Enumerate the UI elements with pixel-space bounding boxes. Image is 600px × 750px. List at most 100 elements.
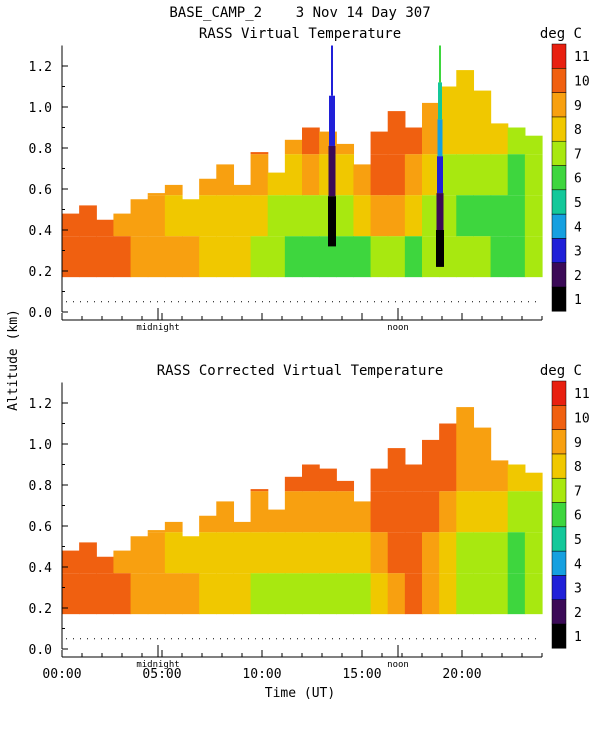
heat-cell bbox=[524, 135, 543, 155]
heat-cell bbox=[353, 164, 372, 196]
heat-cell bbox=[422, 102, 440, 155]
heat-cell bbox=[284, 573, 303, 615]
heat-cell bbox=[79, 542, 97, 574]
heat-cell bbox=[267, 195, 286, 237]
heat-cell bbox=[302, 532, 320, 574]
colorbar-swatch bbox=[551, 453, 567, 479]
heat-cell bbox=[250, 489, 269, 492]
colorbar-swatch bbox=[551, 262, 567, 288]
heat-cell bbox=[62, 573, 80, 615]
heat-cell bbox=[456, 70, 475, 155]
heat-cell bbox=[507, 573, 526, 615]
heat-cell bbox=[62, 236, 80, 278]
heat-cell bbox=[113, 550, 132, 574]
heat-cell bbox=[490, 154, 509, 196]
heat-cell bbox=[404, 236, 423, 278]
heat-cell bbox=[473, 195, 492, 237]
colorbar-label: 11 bbox=[574, 50, 590, 65]
heat-cell bbox=[130, 236, 149, 278]
heat-cell bbox=[302, 127, 320, 155]
heat-cell bbox=[250, 195, 269, 237]
heat-cell bbox=[456, 154, 475, 196]
heat-cell bbox=[182, 573, 200, 615]
colorbar-swatch bbox=[551, 405, 567, 430]
heat-cell bbox=[524, 573, 543, 615]
heat-cell bbox=[439, 86, 457, 155]
heat-cell bbox=[370, 195, 389, 237]
colorbar-swatch bbox=[551, 599, 567, 625]
heat-cell bbox=[250, 236, 269, 278]
heat-cell bbox=[233, 184, 252, 196]
heat-cell bbox=[490, 532, 509, 574]
y-tick-label: 1.2 bbox=[29, 60, 52, 75]
heat-cell bbox=[147, 195, 166, 237]
heat-cell bbox=[473, 90, 492, 155]
heat-cell bbox=[79, 573, 97, 615]
colorbar-swatch bbox=[551, 623, 567, 649]
heat-cell bbox=[490, 123, 509, 155]
y-tick-label: 1.2 bbox=[29, 397, 52, 412]
y-tick-label: 0.6 bbox=[29, 183, 52, 198]
colorbar-swatch bbox=[551, 429, 567, 455]
heat-cell bbox=[404, 464, 423, 492]
heat-cell bbox=[250, 154, 269, 196]
heat-cell bbox=[199, 532, 217, 574]
colorbar-swatch bbox=[551, 238, 567, 263]
heat-cell bbox=[216, 195, 235, 237]
heat-cell bbox=[336, 491, 355, 533]
y-tick-label: 1.0 bbox=[29, 101, 52, 116]
heat-cell bbox=[130, 199, 149, 237]
heat-cell bbox=[387, 195, 406, 237]
colorbar-swatch bbox=[551, 140, 567, 166]
spike-segment bbox=[436, 193, 444, 230]
heat-cell bbox=[473, 427, 492, 492]
spike-segment bbox=[331, 45, 333, 96]
marker-label: midnight bbox=[136, 660, 179, 670]
heat-cell bbox=[147, 236, 166, 278]
spike-segment bbox=[329, 95, 335, 146]
heat-cell bbox=[370, 532, 389, 574]
heat-cell bbox=[490, 195, 509, 237]
heat-cell bbox=[96, 219, 115, 237]
heat-cell bbox=[302, 464, 320, 492]
heat-cell bbox=[199, 573, 217, 615]
colorbar-swatch bbox=[551, 68, 567, 93]
colorbar-label: 6 bbox=[574, 172, 582, 187]
heat-cell bbox=[216, 501, 235, 533]
heat-cell bbox=[370, 131, 389, 155]
heat-cell bbox=[147, 532, 166, 574]
heat-cell bbox=[439, 154, 457, 196]
heat-cell bbox=[250, 491, 269, 533]
heat-cell bbox=[387, 154, 406, 196]
heat-cell bbox=[456, 195, 475, 237]
heat-cell bbox=[353, 573, 372, 615]
figure-title: BASE_CAMP_2 3 Nov 14 Day 307 bbox=[169, 5, 430, 21]
spike-segment bbox=[437, 156, 443, 194]
spike-segment bbox=[328, 145, 336, 197]
heat-cell bbox=[524, 472, 543, 492]
heat-cell bbox=[456, 236, 475, 278]
heat-cell bbox=[267, 573, 286, 615]
colorbar-swatch bbox=[551, 502, 567, 528]
heat-cell bbox=[284, 154, 303, 196]
heat-cell bbox=[524, 491, 543, 533]
colorbar-label: 5 bbox=[574, 533, 582, 548]
heat-cell bbox=[439, 573, 457, 615]
colorbar-label: 1 bbox=[574, 293, 582, 308]
y-tick-label: 0.4 bbox=[29, 561, 53, 576]
heat-cell bbox=[439, 491, 457, 533]
colorbar-label: 2 bbox=[574, 269, 582, 284]
colorbar-label: 10 bbox=[574, 74, 590, 89]
spike-segment bbox=[437, 119, 443, 157]
panel-title: RASS Corrected Virtual Temperature bbox=[157, 363, 444, 379]
heat-cell bbox=[507, 127, 526, 155]
colorbar-label: 1 bbox=[574, 630, 582, 645]
heat-cell bbox=[336, 154, 355, 196]
heat-cell bbox=[302, 491, 320, 533]
heat-cell bbox=[62, 550, 80, 574]
colorbar-label: 2 bbox=[574, 606, 582, 621]
heat-cell bbox=[422, 573, 440, 615]
heat-cell bbox=[302, 195, 320, 237]
colorbar-label: 10 bbox=[574, 411, 590, 426]
heat-cell bbox=[336, 236, 355, 278]
